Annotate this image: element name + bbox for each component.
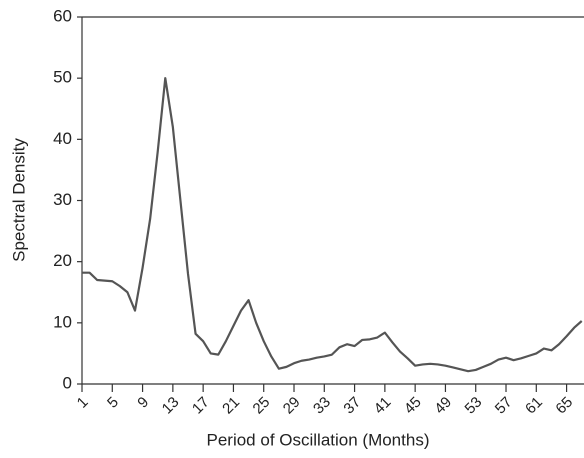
x-tick-label: 9 <box>134 394 152 412</box>
y-tick-label: 0 <box>63 373 72 392</box>
y-tick-label: 60 <box>53 6 72 25</box>
x-tick-label: 49 <box>431 394 455 418</box>
x-tick-label: 33 <box>310 394 334 418</box>
x-tick-label: 45 <box>401 394 425 418</box>
x-tick-label: 13 <box>159 394 183 418</box>
x-tick-label: 57 <box>492 394 516 418</box>
x-tick-label: 21 <box>219 394 243 418</box>
y-tick-label: 50 <box>53 68 72 87</box>
x-tick-label: 61 <box>522 394 546 418</box>
x-tick-label: 53 <box>462 394 486 418</box>
y-tick-label: 30 <box>53 190 72 209</box>
y-tick-label: 40 <box>53 129 72 148</box>
y-tick-label: 20 <box>53 251 72 270</box>
x-tick-label: 5 <box>104 394 122 412</box>
x-tick-label: 1 <box>74 394 92 412</box>
data-line <box>82 77 583 373</box>
x-tick-label: 17 <box>189 394 213 418</box>
x-tick-label: 65 <box>552 394 576 418</box>
x-axis-title: Period of Oscillation (Months) <box>207 430 430 449</box>
x-tick-label: 25 <box>250 394 274 418</box>
x-tick-label: 29 <box>280 394 304 418</box>
y-axis-title: Spectral Density <box>9 138 28 262</box>
x-tick-label: 37 <box>340 394 364 418</box>
x-tick-label: 41 <box>371 394 395 418</box>
y-tick-label: 10 <box>53 312 72 331</box>
